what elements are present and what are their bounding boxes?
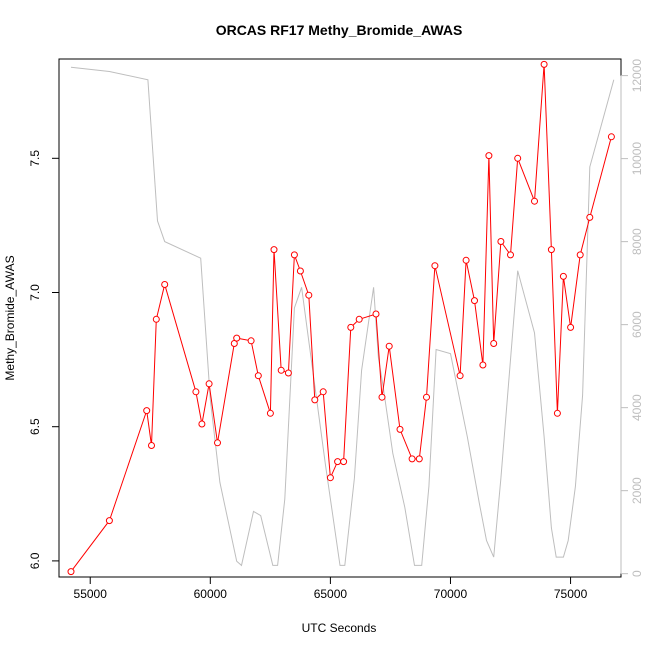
data-point [576,251,584,259]
secondary-series-layer [70,66,615,567]
data-point [471,297,478,305]
data-point [531,197,538,205]
data-point [198,420,206,428]
data-point [277,366,285,374]
y-tick-label: 6.5 [28,418,42,435]
data-point [233,334,241,342]
y2-tick-label: 10000 [630,142,644,176]
x-axis: 55000 60000 65000 70000 75000 [74,576,588,601]
data-point [431,262,439,270]
data-point [67,568,75,576]
data-point [334,458,342,466]
data-point [586,213,594,221]
data-point [311,396,319,404]
primary-series-line [70,64,612,572]
primary-series-layer [67,60,615,576]
data-point [408,455,416,463]
data-point [372,310,380,318]
data-point [567,323,575,331]
data-point [284,369,292,377]
data-point [247,337,255,345]
data-point [254,372,262,380]
data-point [270,246,278,254]
data-point [423,393,430,401]
data-point [378,393,386,401]
y-axis-label: Methy_Bromide_AWAS [3,255,17,380]
data-point [296,267,304,275]
data-point [340,458,348,466]
data-point [514,154,522,162]
data-point [415,455,423,463]
data-point [559,272,567,280]
y2-tick-label: 0 [630,570,644,577]
data-point [143,407,151,415]
data-point [214,439,221,447]
data-point [205,380,213,388]
y-tick-label: 7.5 [28,150,42,167]
x-tick-label: 65000 [314,587,348,601]
data-point [507,251,514,259]
data-point [355,315,363,323]
data-point [456,372,464,380]
data-point [305,291,313,299]
x-tick-label: 55000 [74,587,108,601]
data-point [385,342,393,350]
x-axis-label: UTC Seconds [302,621,377,635]
y2-tick-label: 2000 [630,477,644,504]
data-point [607,133,615,141]
x-tick-label: 60000 [194,587,228,601]
x-tick-label: 75000 [554,587,588,601]
chart-title: ORCAS RF17 Methy_Bromide_AWAS [216,22,463,38]
data-point [396,425,404,433]
y2-tick-label: 6000 [630,311,644,338]
data-point [148,442,155,449]
y-axis-left: 6.0 6.5 7.0 7.5 [28,150,60,569]
data-point [290,251,298,259]
data-point [553,409,561,417]
y-tick-label: 7.0 [28,284,42,301]
data-point [152,315,160,323]
y-axis-right: 0 2000 4000 6000 8000 10000 12000 [620,59,644,577]
data-point [105,517,113,525]
data-point [347,323,355,331]
x-tick-label: 70000 [434,587,468,601]
y2-tick-label: 4000 [630,394,644,421]
data-point [462,256,470,264]
data-point [490,340,498,347]
data-point [497,238,505,245]
data-point [161,281,169,288]
data-point [485,152,493,160]
y2-tick-label: 8000 [630,228,644,255]
data-point [540,60,548,68]
data-point [479,361,487,369]
y-tick-label: 6.0 [28,552,42,569]
data-point [266,409,274,417]
y2-tick-label: 12000 [630,59,644,93]
data-point [192,388,200,396]
secondary-series-line [70,66,615,567]
data-point [547,246,555,254]
plot-frame [58,58,622,578]
data-point [326,474,334,482]
data-point [319,388,327,396]
